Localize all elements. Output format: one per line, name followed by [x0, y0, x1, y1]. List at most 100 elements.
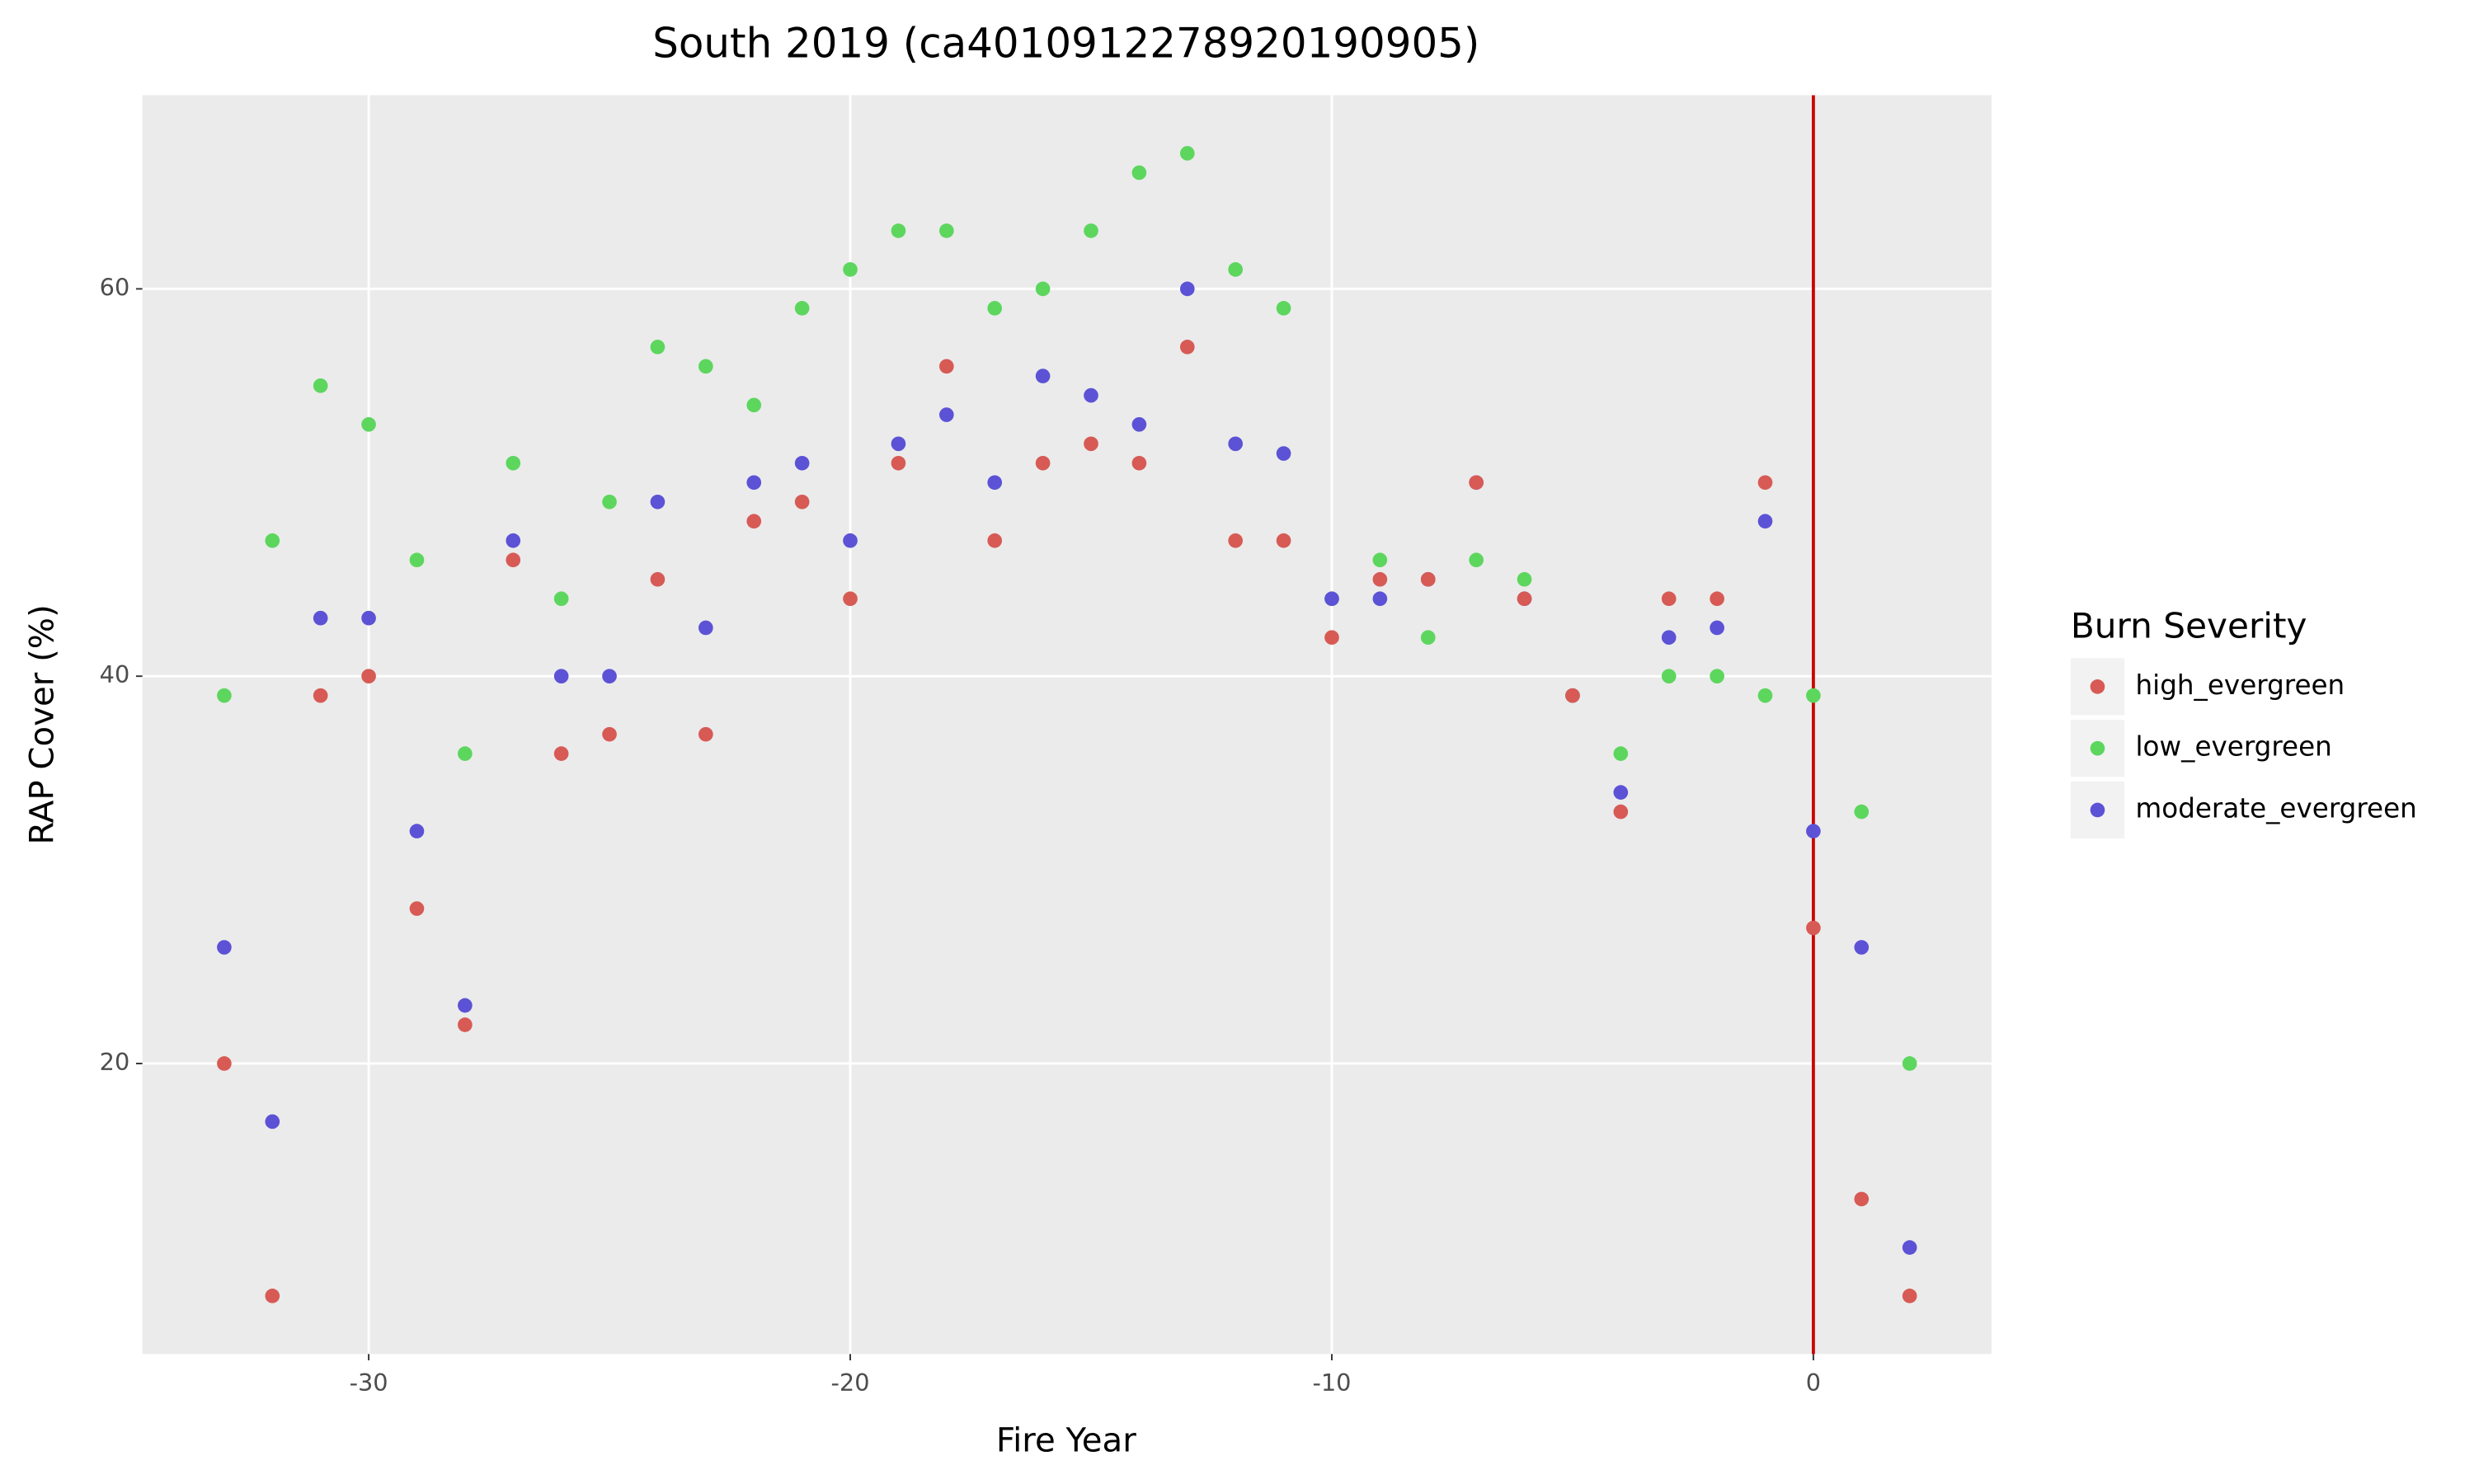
point — [313, 688, 328, 703]
point — [553, 669, 569, 683]
point — [602, 494, 617, 510]
point — [1517, 591, 1532, 607]
legend-marker — [2090, 679, 2105, 694]
point — [1902, 1240, 1917, 1255]
point — [1372, 571, 1388, 587]
point — [1179, 281, 1195, 297]
point — [650, 494, 666, 510]
point — [1420, 571, 1436, 587]
point — [409, 552, 425, 568]
point — [843, 262, 858, 277]
point — [1806, 920, 1821, 936]
legend-label: moderate_evergreen — [2136, 792, 2417, 824]
point — [458, 998, 473, 1013]
point — [217, 1056, 232, 1071]
point — [1035, 455, 1051, 471]
legend-title: Burn Severity — [2071, 605, 2307, 646]
point — [1179, 340, 1195, 355]
point — [891, 436, 906, 452]
x-tick-label: -10 — [1312, 1369, 1351, 1397]
point — [698, 726, 713, 742]
y-tick-label: 60 — [100, 273, 130, 301]
point — [1710, 669, 1724, 683]
point — [553, 591, 569, 607]
point — [1228, 262, 1244, 277]
point — [1372, 591, 1388, 607]
point — [409, 901, 425, 916]
x-tick-label: -20 — [831, 1369, 870, 1397]
x-tick-label: 0 — [1806, 1369, 1821, 1397]
point — [1084, 387, 1098, 403]
point — [1613, 746, 1629, 761]
point — [1661, 669, 1677, 683]
point — [1757, 475, 1773, 491]
point — [1324, 630, 1339, 646]
point — [987, 475, 1003, 491]
point — [1228, 436, 1244, 452]
point — [1613, 804, 1629, 819]
point — [987, 533, 1003, 548]
point — [794, 301, 810, 316]
point — [361, 669, 376, 683]
point — [1806, 688, 1821, 703]
point — [938, 223, 954, 238]
point — [1131, 416, 1147, 432]
point — [361, 610, 376, 626]
point — [938, 407, 954, 422]
point — [602, 669, 617, 683]
point — [1661, 630, 1677, 646]
point — [1131, 455, 1147, 471]
point — [409, 824, 425, 838]
x-axis-label: Fire Year — [996, 1422, 1136, 1460]
legend-label: high_evergreen — [2136, 669, 2345, 701]
point — [1517, 571, 1532, 587]
point — [650, 571, 666, 587]
point — [1324, 591, 1339, 607]
point — [217, 940, 232, 955]
point — [746, 475, 762, 491]
point — [891, 223, 906, 238]
x-tick-label: -30 — [350, 1369, 388, 1397]
point — [794, 494, 810, 510]
point — [1276, 533, 1291, 548]
point — [602, 726, 617, 742]
point — [1179, 146, 1195, 161]
point — [1469, 552, 1484, 568]
legend-label: low_evergreen — [2136, 731, 2332, 763]
point — [891, 455, 906, 471]
point — [265, 1289, 280, 1303]
point — [746, 514, 762, 529]
point — [1035, 281, 1051, 297]
point — [1757, 514, 1773, 529]
point — [1710, 620, 1724, 636]
point — [1084, 223, 1098, 238]
point — [506, 455, 521, 471]
point — [1661, 591, 1677, 607]
point — [987, 301, 1003, 316]
point — [506, 552, 521, 568]
point — [313, 610, 328, 626]
point — [1854, 1191, 1870, 1207]
point — [1372, 552, 1388, 568]
point — [1757, 688, 1773, 703]
point — [1854, 804, 1870, 819]
point — [553, 746, 569, 761]
point — [1613, 785, 1629, 800]
point — [1035, 369, 1051, 383]
chart-title: South 2019 (ca4010912278920190905) — [652, 20, 1479, 68]
plot-panel — [142, 95, 1992, 1355]
point — [746, 397, 762, 413]
point — [794, 455, 810, 471]
point — [506, 533, 521, 548]
point — [650, 340, 666, 355]
point — [1854, 940, 1870, 955]
point — [1806, 824, 1821, 838]
point — [843, 533, 858, 548]
point — [1565, 688, 1580, 703]
point — [938, 359, 954, 374]
point — [313, 378, 328, 393]
point — [843, 591, 858, 607]
legend-marker — [2090, 802, 2105, 818]
legend-marker — [2090, 740, 2105, 756]
